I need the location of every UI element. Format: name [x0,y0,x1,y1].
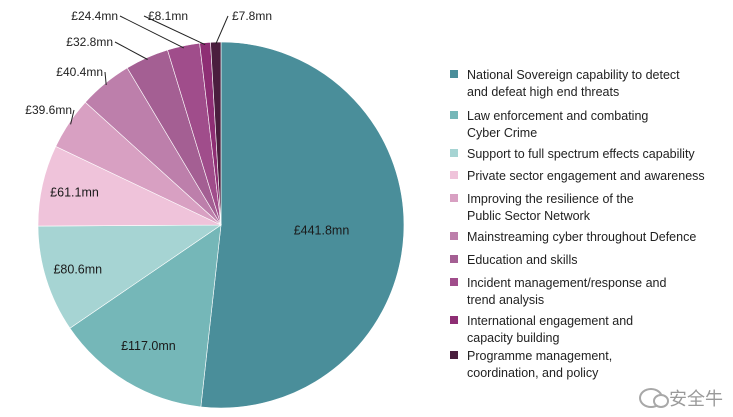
legend-swatch [450,316,458,324]
legend-item: Support to full spectrum effects capabil… [450,147,695,161]
leader-line [70,109,75,125]
watermark-text: 安全牛 [669,389,723,410]
pie-slice [69,224,222,408]
legend-item: Incident management/response and trend an… [450,276,666,307]
slice-value-label: £8.1mn [148,9,188,23]
leader-line [143,15,206,46]
legend-swatch [450,278,458,286]
legend-item: Private sector engagement and awareness [450,169,705,183]
pie-slice [210,41,222,226]
slice-value-label: £61.1mn [50,185,99,199]
legend-swatch [450,171,458,179]
legend: National Sovereign capability to detect a… [450,68,705,380]
pie-slice [37,224,222,329]
legend-item: Improving the resilience of the Public Se… [450,192,634,223]
legend-item: Programme management, coordination, and p… [450,349,612,380]
pie-slice [200,41,405,409]
slice-value-label: £24.4mn [71,9,118,23]
legend-label: Law enforcement and combating [467,109,648,123]
slice-value-label: £441.8mn [294,224,350,238]
legend-label: Cyber Crime [467,126,537,140]
slice-labels: £441.8mn £117.0mn £80.6mn £61.1mn £39.6mn £40… [25,9,349,353]
legend-swatch [450,194,458,202]
label-leader-lines [70,15,229,125]
legend-swatch [450,255,458,263]
legend-item: International engagement and capacity bui… [450,314,633,345]
legend-label: Education and skills [467,253,577,267]
legend-item: Law enforcement and combating Cyber Crime [450,109,648,140]
legend-label: trend analysis [467,293,544,307]
legend-label: and defeat high end threats [467,85,619,99]
legend-item: Mainstreaming cyber throughout Defence [450,230,696,244]
legend-label: Public Sector Network [467,209,591,223]
legend-label: Private sector engagement and awareness [467,169,705,183]
legend-label: Programme management, [467,349,612,363]
wechat-icon [639,388,669,408]
legend-label: International engagement and [467,314,633,328]
legend-swatch [450,111,458,119]
slice-value-label: £40.4mn [56,65,103,79]
pie-slices [37,41,405,409]
slice-value-label: £39.6mn [25,103,72,117]
legend-label: Improving the resilience of the [467,192,634,206]
legend-label: Support to full spectrum effects capabil… [467,147,695,161]
legend-item: National Sovereign capability to detect a… [450,68,680,99]
slice-value-label: £32.8mn [66,35,113,49]
legend-label: capacity building [467,331,559,345]
leader-line [119,15,185,49]
legend-swatch [450,70,458,78]
leader-line [104,71,107,86]
legend-label: Mainstreaming cyber throughout Defence [467,230,696,244]
legend-label: National Sovereign capability to detect [467,68,680,82]
legend-label: Incident management/response and [467,276,666,290]
watermark: 安全牛 [639,385,723,411]
leader-line [215,15,229,45]
legend-label: coordination, and policy [467,366,599,380]
legend-swatch [450,149,458,157]
legend-swatch [450,232,458,240]
legend-swatch [450,351,458,359]
slice-value-label: £80.6mn [53,263,102,277]
legend-item: Education and skills [450,253,577,267]
slice-value-label: £117.0mn [121,339,176,353]
leader-line [114,41,148,60]
slice-value-label: £7.8mn [232,9,272,23]
